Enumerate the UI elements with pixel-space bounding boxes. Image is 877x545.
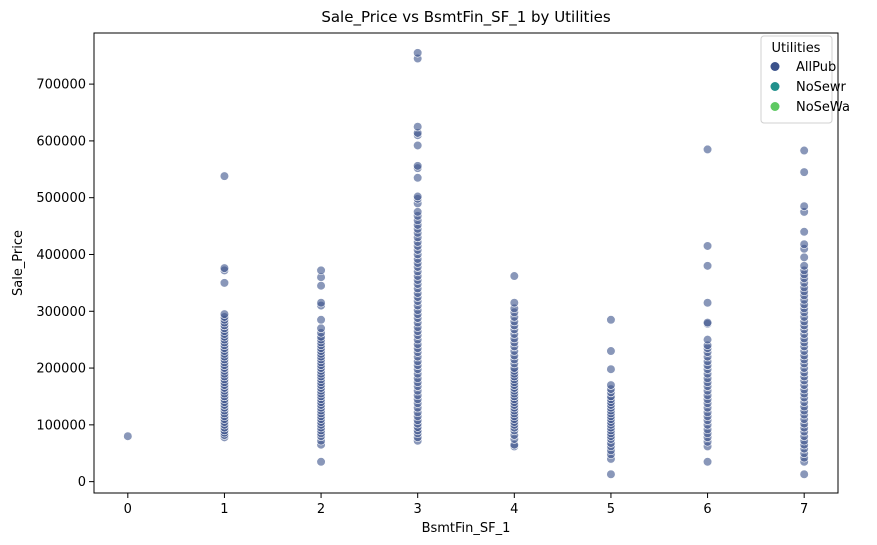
data-point	[316, 281, 326, 291]
data-point	[799, 167, 809, 177]
data-point	[219, 171, 230, 181]
legend-marker	[770, 102, 780, 111]
data-point	[316, 323, 326, 333]
data-point	[413, 173, 423, 183]
legend-title: Utilities	[772, 41, 821, 56]
data-point	[799, 145, 809, 156]
data-point	[316, 315, 326, 325]
y-tick-label: 700000	[36, 78, 86, 93]
x-axis-ticks: 0 1 2 3 4 5 6 7	[124, 493, 808, 517]
data-point	[702, 335, 713, 345]
x-tick-label: 7	[800, 502, 808, 517]
y-axis-ticks: 0 100000 200000 300000 400000 500000 600000 700…	[36, 78, 94, 490]
x-tick-label: 6	[703, 502, 711, 517]
data-point	[123, 431, 133, 441]
data-point	[702, 298, 713, 308]
data-point	[702, 318, 713, 328]
x-tick-label: 5	[607, 502, 615, 517]
data-points	[123, 48, 809, 479]
x-tick-label: 1	[220, 502, 228, 517]
plot-frame	[93, 32, 839, 494]
legend-label: AllPub	[796, 60, 836, 75]
data-point	[702, 241, 713, 251]
data-point	[413, 122, 423, 132]
y-tick-label: 400000	[36, 248, 86, 263]
data-point	[606, 364, 616, 374]
data-point	[799, 252, 809, 262]
data-point	[219, 263, 230, 273]
legend: Utilities AllPub NoSewr NoSeWa	[760, 35, 850, 124]
data-point	[606, 315, 616, 325]
data-point	[219, 278, 230, 288]
data-point	[799, 227, 809, 237]
x-tick-label: 0	[124, 502, 132, 517]
legend-items: AllPub NoSewr NoSeWa	[770, 60, 850, 115]
x-tick-label: 2	[317, 502, 325, 517]
data-point	[413, 140, 423, 151]
data-point	[413, 191, 423, 202]
y-axis-label: Sale_Price	[11, 230, 26, 296]
data-point	[799, 469, 809, 479]
legend-label: NoSewr	[796, 80, 847, 95]
data-point	[509, 298, 519, 308]
data-point	[606, 346, 616, 356]
data-point	[606, 469, 616, 479]
data-point	[316, 298, 326, 308]
y-tick-label: 600000	[36, 134, 86, 149]
data-point	[799, 201, 809, 211]
chart-title: Sale_Price vs BsmtFin_SF_1 by Utilities	[321, 8, 611, 27]
x-axis-label: BsmtFin_SF_1	[422, 521, 511, 536]
legend-marker	[770, 62, 780, 71]
data-point	[606, 380, 616, 390]
data-point	[799, 261, 809, 271]
y-tick-label: 300000	[36, 305, 86, 320]
x-tick-label: 3	[414, 502, 422, 517]
data-point	[702, 457, 713, 467]
y-tick-label: 200000	[36, 362, 86, 377]
data-point	[413, 161, 423, 171]
legend-label: NoSeWa	[796, 100, 850, 115]
legend-box	[760, 35, 833, 124]
data-point	[702, 261, 713, 271]
data-point	[316, 457, 326, 467]
legend-marker	[770, 82, 780, 91]
data-point	[219, 309, 230, 319]
data-point	[509, 271, 519, 281]
data-point	[799, 239, 809, 249]
y-tick-label: 100000	[36, 418, 86, 433]
data-point	[413, 48, 423, 58]
data-point	[702, 144, 713, 155]
y-tick-label: 0	[78, 475, 86, 490]
y-tick-label: 500000	[36, 191, 86, 206]
x-tick-label: 4	[510, 502, 518, 517]
data-point	[413, 207, 423, 217]
data-point	[316, 265, 326, 275]
